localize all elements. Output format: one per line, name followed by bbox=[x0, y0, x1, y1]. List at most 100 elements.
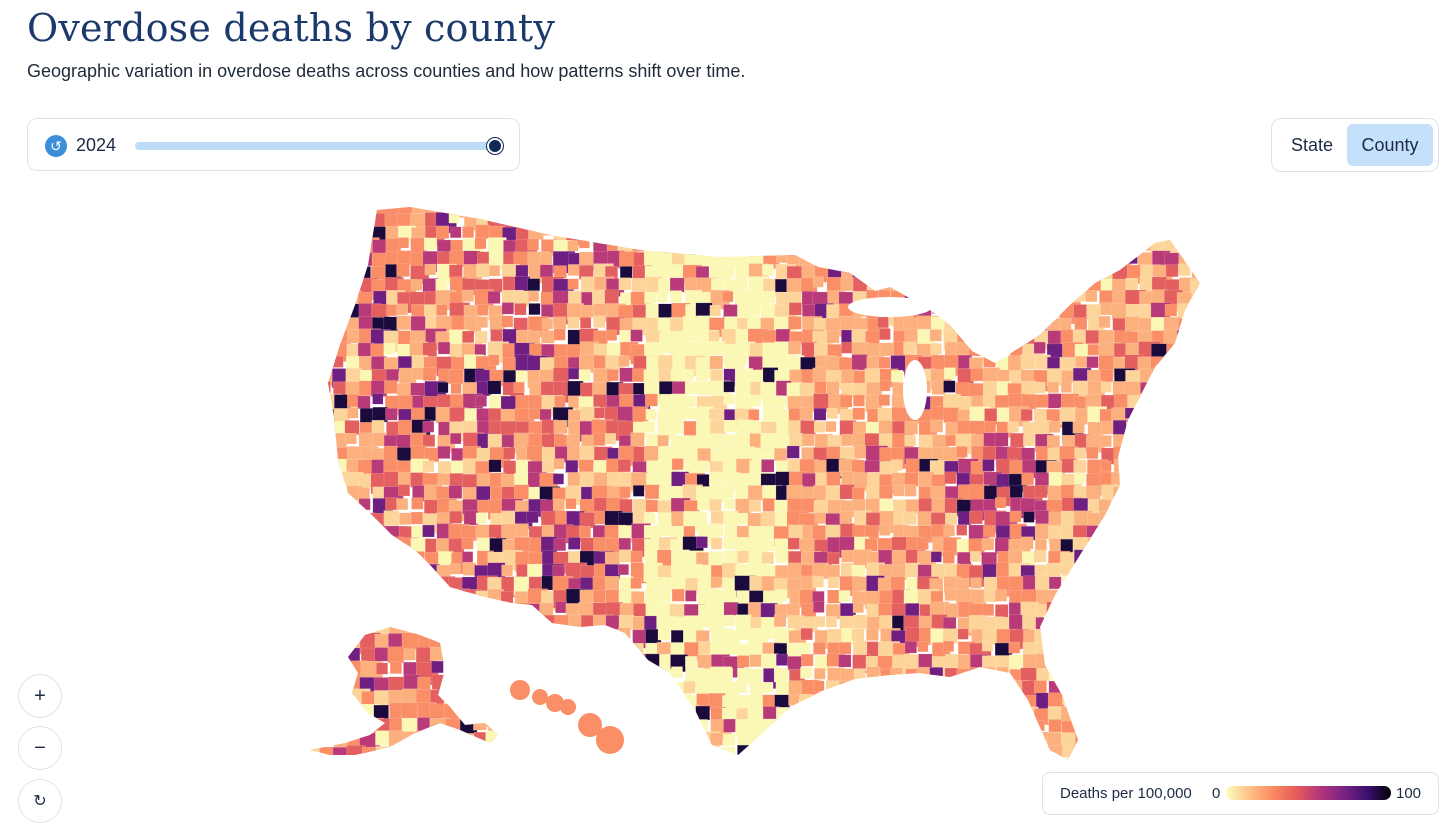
zoom-in-button[interactable]: + bbox=[18, 674, 62, 718]
county-cell bbox=[488, 408, 503, 422]
year-slider[interactable] bbox=[135, 138, 503, 154]
county-cell bbox=[1033, 549, 1047, 563]
county-cell bbox=[983, 705, 997, 719]
county-cell bbox=[422, 367, 437, 381]
county-cell bbox=[605, 695, 618, 707]
county-cell bbox=[594, 407, 606, 419]
county-cell bbox=[527, 238, 539, 251]
county-cell bbox=[1152, 433, 1175, 457]
county-cell bbox=[437, 341, 451, 355]
county-cell bbox=[474, 653, 491, 670]
county-cell bbox=[683, 226, 696, 240]
county-cell bbox=[891, 695, 911, 715]
county-cell bbox=[762, 732, 779, 749]
county-cell bbox=[916, 705, 933, 721]
county-cell bbox=[437, 746, 457, 760]
reset-icon[interactable]: ↻ bbox=[18, 779, 62, 823]
county-cell bbox=[333, 577, 346, 590]
county-cell bbox=[1137, 525, 1149, 537]
county-cell bbox=[403, 661, 418, 676]
county-cell bbox=[1151, 510, 1164, 522]
county-cell bbox=[328, 237, 343, 260]
county-cell bbox=[1124, 679, 1136, 692]
county-cell bbox=[348, 716, 362, 731]
county-cell bbox=[449, 668, 469, 688]
toggle-state[interactable]: State bbox=[1290, 135, 1334, 155]
county-cell bbox=[1178, 213, 1197, 233]
hawaii-county bbox=[596, 726, 624, 754]
county-cell bbox=[814, 239, 831, 256]
county-cell bbox=[942, 551, 955, 564]
county-cell bbox=[1061, 680, 1073, 692]
county-cell bbox=[1139, 432, 1151, 445]
county-cell bbox=[838, 707, 859, 728]
county-cell bbox=[448, 601, 464, 617]
county-cell bbox=[995, 279, 1013, 297]
county-cell bbox=[552, 498, 565, 511]
county-cell bbox=[903, 511, 917, 525]
county-cell bbox=[1086, 212, 1102, 228]
county-cell bbox=[760, 207, 778, 216]
county-cell bbox=[1192, 303, 1200, 321]
county-cell bbox=[396, 303, 408, 316]
county-cell bbox=[617, 564, 629, 576]
county-cell bbox=[1035, 252, 1057, 275]
zoom-out-button[interactable]: − bbox=[18, 726, 62, 770]
county-cell bbox=[1191, 745, 1200, 760]
county-cell bbox=[801, 225, 816, 240]
year-slider-thumb[interactable] bbox=[487, 138, 503, 154]
county-cell bbox=[514, 303, 527, 316]
county-cell bbox=[734, 207, 749, 213]
county-cell bbox=[474, 330, 488, 344]
county-cell bbox=[605, 757, 623, 760]
county-cell bbox=[1060, 207, 1076, 214]
county-cell bbox=[672, 381, 687, 396]
county-cell bbox=[463, 628, 483, 648]
county-cell bbox=[657, 435, 669, 447]
county-cell bbox=[865, 226, 883, 244]
county-map-svg[interactable] bbox=[250, 195, 1220, 765]
county-map[interactable] bbox=[250, 195, 1220, 765]
county-cell bbox=[1125, 458, 1144, 477]
county-cell bbox=[502, 603, 514, 615]
county-cell bbox=[1111, 536, 1126, 551]
county-cell bbox=[604, 575, 620, 591]
county-cell bbox=[1061, 238, 1077, 254]
county-cell bbox=[968, 667, 983, 682]
county-cell bbox=[334, 675, 349, 690]
county-cell bbox=[1073, 459, 1087, 473]
county-cell bbox=[1060, 590, 1082, 613]
county-cell bbox=[776, 549, 791, 564]
county-cell bbox=[945, 733, 963, 752]
county-cell bbox=[891, 731, 906, 746]
county-cell bbox=[1205, 447, 1220, 467]
county-cell bbox=[1046, 562, 1061, 577]
county-cell bbox=[944, 207, 958, 213]
county-cell bbox=[1204, 356, 1220, 375]
county-cell bbox=[1178, 616, 1198, 637]
county-cell bbox=[473, 744, 493, 755]
county-cell bbox=[488, 459, 502, 473]
county-cell bbox=[1086, 627, 1100, 641]
county-cell bbox=[955, 211, 968, 224]
county-cell bbox=[331, 432, 347, 449]
replay-icon[interactable]: ↺ bbox=[45, 135, 67, 157]
county-cell bbox=[749, 225, 767, 243]
county-cell bbox=[485, 660, 498, 681]
county-cell bbox=[657, 627, 671, 641]
county-cell bbox=[930, 226, 948, 244]
county-cell bbox=[879, 758, 902, 760]
county-cell bbox=[1178, 705, 1199, 727]
county-cell bbox=[328, 732, 333, 745]
county-cell bbox=[890, 667, 903, 680]
county-cell bbox=[526, 720, 549, 743]
county-cell bbox=[1189, 590, 1200, 602]
county-cell bbox=[1151, 759, 1164, 760]
county-cell bbox=[788, 302, 802, 316]
county-cell bbox=[474, 693, 488, 707]
county-cell bbox=[1205, 265, 1220, 286]
toggle-county[interactable]: County bbox=[1347, 124, 1433, 166]
county-cell bbox=[1150, 562, 1167, 579]
county-cell bbox=[431, 660, 444, 674]
county-cell bbox=[472, 660, 485, 673]
